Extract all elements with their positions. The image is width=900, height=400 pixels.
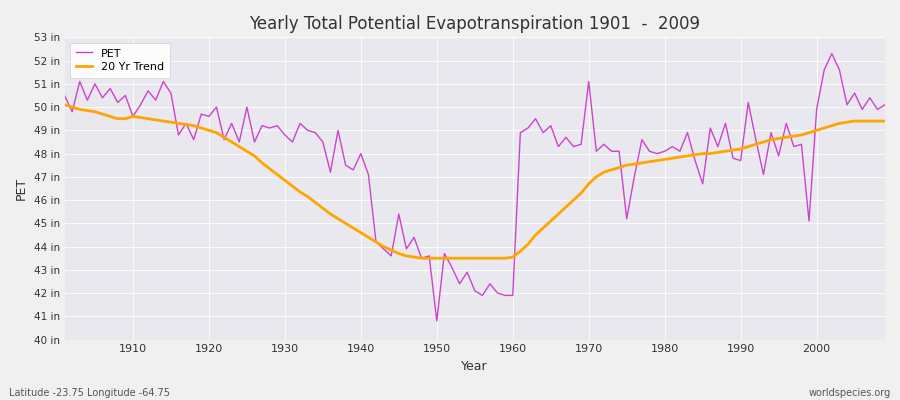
Text: Latitude -23.75 Longitude -64.75: Latitude -23.75 Longitude -64.75 <box>9 388 170 398</box>
Line: 20 Yr Trend: 20 Yr Trend <box>65 105 885 258</box>
PET <box>826 51 837 56</box>
20 Yr Trend <box>59 102 70 107</box>
Title: Yearly Total Potential Evapotranspiration 1901  -  2009: Yearly Total Potential Evapotranspiratio… <box>249 15 700 33</box>
20 Yr Trend <box>508 255 518 260</box>
PET <box>431 318 442 323</box>
20 Yr Trend <box>287 184 298 188</box>
20 Yr Trend <box>515 249 526 254</box>
PET <box>606 149 616 154</box>
PET <box>515 130 526 135</box>
PET <box>879 102 890 107</box>
20 Yr Trend <box>879 119 890 124</box>
Line: PET: PET <box>65 54 885 321</box>
PET <box>508 293 518 298</box>
PET <box>287 140 298 144</box>
PET <box>120 93 130 98</box>
Y-axis label: PET: PET <box>15 177 28 200</box>
PET <box>59 93 70 98</box>
PET <box>333 128 344 133</box>
20 Yr Trend <box>416 256 427 261</box>
Text: worldspecies.org: worldspecies.org <box>809 388 891 398</box>
20 Yr Trend <box>333 216 344 221</box>
20 Yr Trend <box>606 168 616 172</box>
X-axis label: Year: Year <box>462 360 488 373</box>
Legend: PET, 20 Yr Trend: PET, 20 Yr Trend <box>70 43 170 78</box>
20 Yr Trend <box>120 116 130 121</box>
